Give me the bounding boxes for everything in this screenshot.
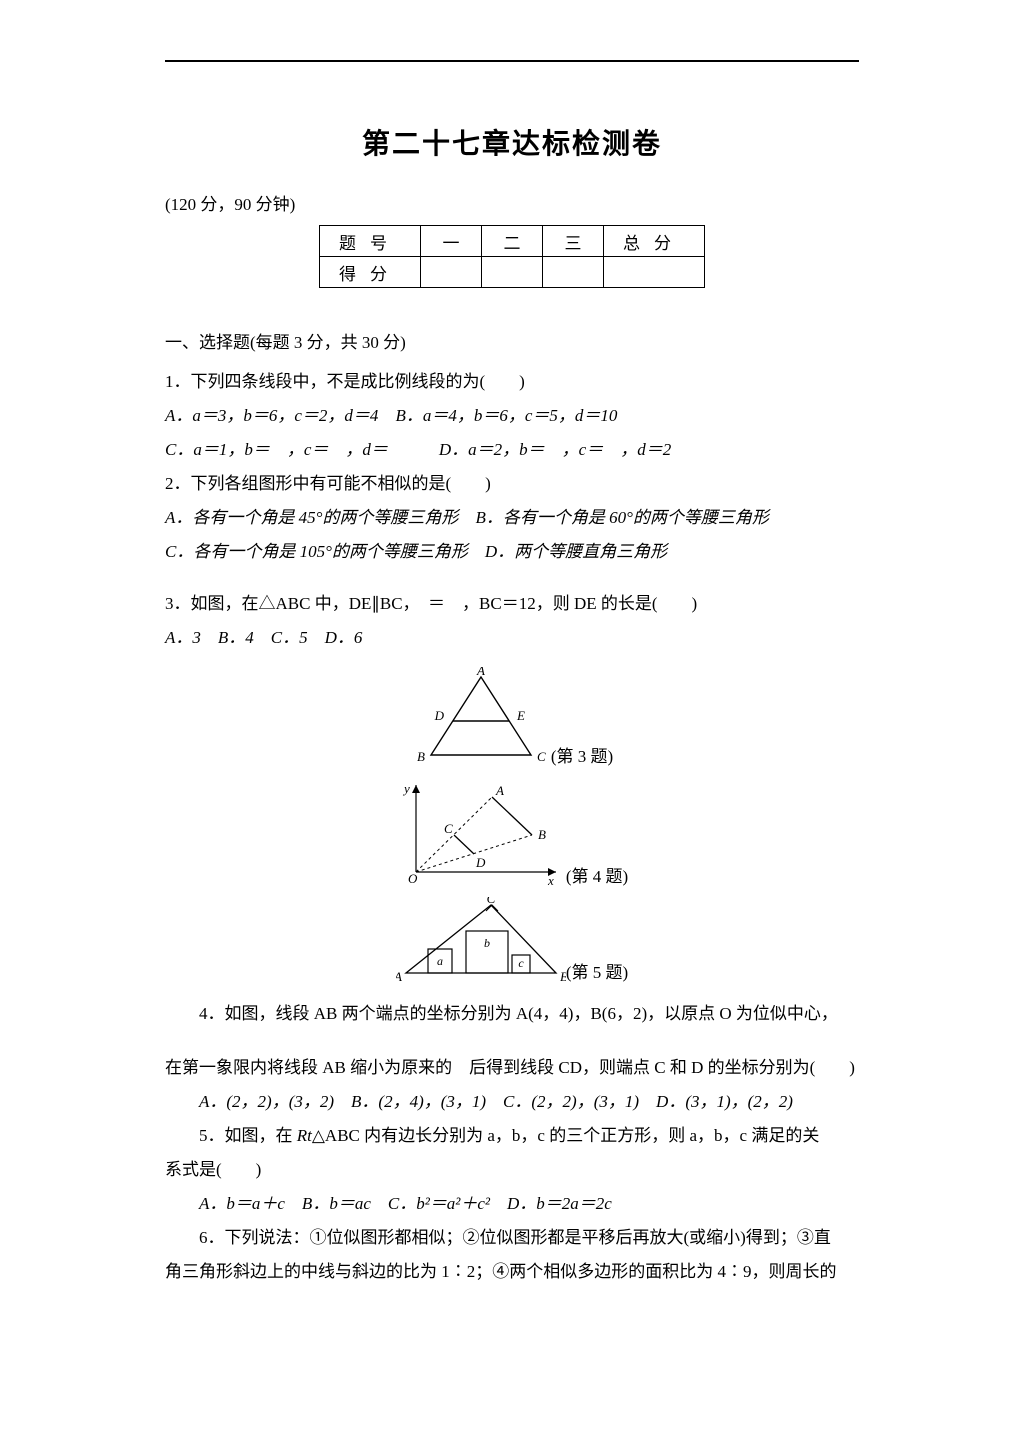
score-cell-3 <box>543 257 604 288</box>
q1-optB: B．a＝4，b＝6，c＝5，d＝10 <box>395 406 617 425</box>
label-A: A <box>396 969 402 983</box>
label-C: C <box>486 897 495 906</box>
doc-title: 第二十七章达标检测卷 <box>165 122 859 162</box>
label-B: B <box>538 827 546 842</box>
section-1-note: (每题 3 分，共 30 分) <box>250 333 406 352</box>
q1-opts-cd: C．a＝1，b＝ ，c＝ ，d＝ D．a＝2，b＝ ，c＝ ，d＝2 <box>165 433 859 467</box>
label-y: y <box>402 781 410 796</box>
label-b: b <box>484 936 490 950</box>
label-B: B <box>417 749 425 764</box>
q5-stem-2: 系式是( ) <box>165 1153 859 1187</box>
q5-opts: A．b＝a＋c B．b＝ac C．b²＝a²＋c² D．b＝2a＝2c <box>165 1187 859 1221</box>
q5-stem-1: 5．如图，在 Rt△ABC 内有边长分别为 a，b，c 的三个正方形，则 a，b… <box>165 1119 859 1153</box>
q1-optA: A．a＝3，b＝6，c＝2，d＝4 <box>165 406 378 425</box>
th-col-3: 三 <box>543 226 604 257</box>
figure-q3-caption: (第 3 题) <box>551 747 613 766</box>
q1-optD: D．a＝2，b＝ ，c＝ ，d＝2 <box>439 440 671 459</box>
section-1-header: 一、选择题(每题 3 分，共 30 分) <box>165 328 859 353</box>
label-C: C <box>444 821 453 836</box>
top-rule <box>165 60 859 62</box>
q2-opts-ab: A．各有一个角是 45°的两个等腰三角形 B．各有一个角是 60°的两个等腰三角… <box>165 501 859 535</box>
coordinate-dilation-icon: O A B C D x y <box>396 777 566 887</box>
th-total: 总分 <box>604 226 705 257</box>
score-cell-1 <box>421 257 482 288</box>
doc-subheader: (120 分，90 分钟) <box>165 190 859 215</box>
squares-in-rt-triangle-icon: A B C a b c <box>396 897 566 983</box>
q4-stem: 4．如图，线段 AB 两个端点的坐标分别为 A(4，4)，B(6，2)，以原点 … <box>165 997 859 1031</box>
label-D: D <box>433 708 444 723</box>
th-col-2: 二 <box>482 226 543 257</box>
label-c: c <box>518 956 524 970</box>
q1-stem: 1．下列四条线段中，不是成比例线段的为( ) <box>165 365 859 399</box>
triangle-de-bc-icon: A D E B C <box>411 667 551 767</box>
label-D: D <box>475 855 486 870</box>
label-O: O <box>408 871 418 886</box>
figures-block: A D E B C (第 3 题) O A B C D <box>165 667 859 983</box>
th-label: 题号 <box>320 226 421 257</box>
q2-optC: C．各有一个角是 105°的两个等腰三角形 <box>165 542 468 561</box>
label-x: x <box>547 873 554 887</box>
q6-line2: 角三角形斜边上的中线与斜边的比为 1∶2；④两个相似多边形的面积比为 4∶9，则… <box>165 1255 859 1289</box>
score-table: 题号 一 二 三 总分 得分 <box>319 225 705 288</box>
figure-q5-caption: (第 5 题) <box>566 963 628 982</box>
label-A: A <box>495 783 504 798</box>
q2-stem: 2．下列各组图形中有可能不相似的是( ) <box>165 467 859 501</box>
q2-optB: B．各有一个角是 60°的两个等腰三角形 <box>475 508 768 527</box>
table-row: 题号 一 二 三 总分 <box>320 226 705 257</box>
score-row-label: 得分 <box>320 257 421 288</box>
q2-optD: D．两个等腰直角三角形 <box>485 542 667 561</box>
q5-text-1: 5．如图，在 Rt△ABC 内有边长分别为 a，b，c 的三个正方形，则 a，b… <box>199 1126 819 1145</box>
score-total <box>604 257 705 288</box>
figure-q4-caption: (第 4 题) <box>566 867 628 886</box>
q4-cont: 在第一象限内将线段 AB 缩小为原来的 后得到线段 CD，则端点 C 和 D 的… <box>165 1051 859 1085</box>
q1-optC: C．a＝1，b＝ ，c＝ ，d＝ <box>165 440 405 459</box>
label-E: E <box>516 708 525 723</box>
figure-q3: A D E B C (第 3 题) <box>165 667 859 767</box>
section-1-prefix: 一、选择题 <box>165 333 250 352</box>
score-cell-2 <box>482 257 543 288</box>
table-row: 得分 <box>320 257 705 288</box>
q6-line1: 6．下列说法：①位似图形都相似；②位似图形都是平移后再放大(或缩小)得到；③直 <box>165 1221 859 1255</box>
q3-stem: 3．如图，在△ABC 中，DE∥BC， ＝ ，BC＝12，则 DE 的长是( ) <box>165 587 859 621</box>
q2-opts-cd: C．各有一个角是 105°的两个等腰三角形 D．两个等腰直角三角形 <box>165 535 859 569</box>
figure-q4: O A B C D x y (第 4 题) <box>165 777 859 887</box>
q4-opts: A．(2，2)，(3，2) B．(2，4)，(3，1) C．(2，2)，(3，1… <box>165 1085 859 1119</box>
label-A: A <box>476 667 485 678</box>
q2-optA: A．各有一个角是 45°的两个等腰三角形 <box>165 508 458 527</box>
q1-opts-ab: A．a＝3，b＝6，c＝2，d＝4 B．a＝4，b＝6，c＝5，d＝10 <box>165 399 859 433</box>
label-a: a <box>437 954 443 968</box>
page: 第二十七章达标检测卷 (120 分，90 分钟) 题号 一 二 三 总分 得分 … <box>0 0 1024 1448</box>
th-col-1: 一 <box>421 226 482 257</box>
figure-q5: A B C a b c (第 5 题) <box>165 897 859 983</box>
q3-opts: A．3 B．4 C．5 D．6 <box>165 621 859 655</box>
label-C: C <box>537 749 546 764</box>
